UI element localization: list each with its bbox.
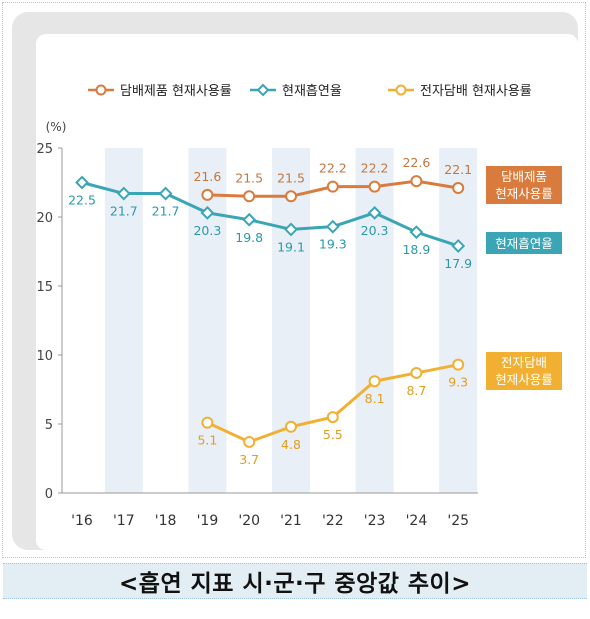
data-point — [116, 186, 131, 201]
x-tick-label: '17 — [113, 513, 135, 529]
data-label: 8.7 — [406, 383, 426, 398]
y-tick-label: 25 — [36, 142, 53, 157]
data-point — [326, 411, 339, 424]
legend-label: 전자담배 현재사용률 — [420, 84, 532, 99]
y-tick-label: 10 — [36, 349, 53, 364]
data-point — [243, 435, 256, 448]
end-label-text: 현재흡연율 — [495, 236, 553, 251]
end-label-text: 전자담배 — [501, 355, 547, 370]
data-label: 21.5 — [277, 170, 305, 185]
data-point — [452, 358, 465, 371]
data-label: 3.7 — [239, 452, 259, 467]
shaded-column-9 — [439, 148, 478, 493]
data-label: 18.9 — [402, 242, 430, 257]
x-tick-label: '19 — [197, 513, 219, 529]
data-point — [201, 188, 214, 201]
x-tick-label: '23 — [364, 513, 386, 529]
end-label-box-1 — [486, 232, 562, 254]
y-tick-label: 5 — [45, 418, 53, 433]
data-label: 17.9 — [444, 256, 472, 271]
legend-marker — [95, 84, 107, 96]
data-label: 19.8 — [235, 230, 263, 245]
figure-caption: <흡연 지표 시·군·구 중앙값 추이> — [3, 563, 587, 599]
data-label: 19.1 — [277, 239, 305, 254]
data-label: 22.5 — [68, 193, 96, 208]
series-line-1 — [81, 181, 459, 248]
data-label: 22.6 — [402, 155, 430, 170]
y-tick-label: 20 — [36, 211, 53, 226]
data-point — [368, 375, 381, 388]
data-label: 4.8 — [281, 437, 301, 452]
data-label: 20.3 — [361, 223, 389, 238]
data-label: 21.7 — [110, 204, 138, 219]
data-point — [201, 416, 214, 429]
data-point — [158, 186, 173, 201]
data-point — [452, 182, 465, 195]
x-tick-label: '25 — [447, 513, 469, 529]
data-label: 5.5 — [323, 427, 343, 442]
data-point — [325, 219, 340, 234]
data-point — [243, 190, 256, 203]
data-label: 21.6 — [193, 169, 221, 184]
legend-marker — [395, 84, 407, 96]
y-tick-label: 15 — [36, 280, 53, 295]
end-label-box-2 — [486, 352, 562, 390]
x-tick-label: '24 — [406, 513, 428, 529]
data-label: 22.2 — [361, 161, 389, 176]
x-tick-label: '21 — [280, 513, 302, 529]
data-point — [285, 190, 297, 203]
data-point — [409, 225, 424, 240]
data-label: 21.5 — [235, 170, 263, 185]
data-label: 22.1 — [444, 162, 472, 177]
data-point — [242, 212, 257, 227]
data-label: 21.7 — [152, 204, 180, 219]
data-point — [326, 180, 339, 193]
data-label: 5.1 — [197, 433, 217, 448]
end-label-text: 담배제품 — [501, 169, 547, 184]
legend-label: 담배제품 현재사용률 — [120, 84, 232, 99]
end-label-text: 현재사용률 — [495, 372, 553, 387]
data-point — [200, 205, 215, 220]
data-point — [285, 420, 297, 433]
data-point — [367, 205, 382, 220]
data-label: 20.3 — [193, 223, 221, 238]
x-tick-label: '20 — [238, 513, 260, 529]
data-point — [410, 175, 423, 188]
legend-marker — [256, 83, 270, 97]
data-label: 8.1 — [365, 391, 385, 406]
shaded-column-5 — [272, 148, 310, 493]
end-label-box-0 — [486, 166, 562, 204]
data-point — [451, 239, 466, 253]
x-tick-label: '18 — [155, 513, 177, 529]
data-point — [284, 222, 298, 237]
end-label-text: 현재사용률 — [495, 186, 553, 201]
data-point — [410, 366, 423, 379]
legend-label: 현재흡연율 — [282, 84, 342, 99]
data-label: 19.3 — [319, 237, 347, 252]
data-label: 9.3 — [448, 375, 468, 390]
data-point — [368, 180, 381, 193]
y-axis-unit: (%) — [46, 120, 67, 134]
line-chart: 0 5 10 15 20 25 (%) '16 '17 '18 '19 '20 '21 '22 '23 '24… — [36, 83, 562, 529]
shaded-column-1 — [104, 148, 143, 493]
y-tick-label: 0 — [45, 487, 53, 502]
data-label: 22.2 — [319, 161, 347, 176]
data-point — [75, 175, 89, 190]
x-tick-label: '22 — [322, 513, 344, 529]
shaded-column-7 — [355, 148, 394, 493]
x-tick-label: '16 — [71, 513, 93, 529]
